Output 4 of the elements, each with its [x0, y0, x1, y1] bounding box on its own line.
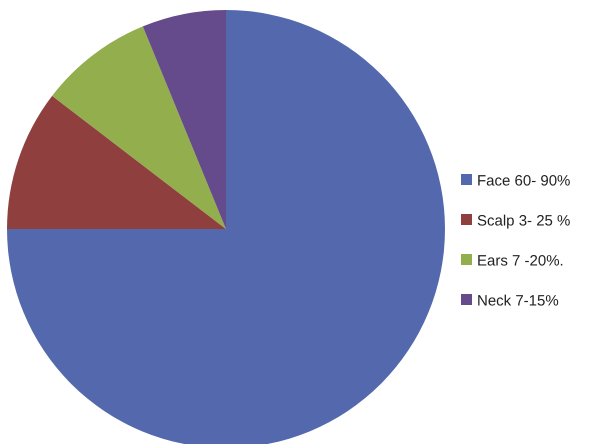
legend-label: Face 60- 90% — [477, 172, 570, 190]
legend-label: Ears 7 -20%. — [477, 252, 564, 270]
legend-label: Scalp 3- 25 % — [477, 212, 570, 230]
legend-label: Neck 7-15% — [477, 292, 559, 310]
